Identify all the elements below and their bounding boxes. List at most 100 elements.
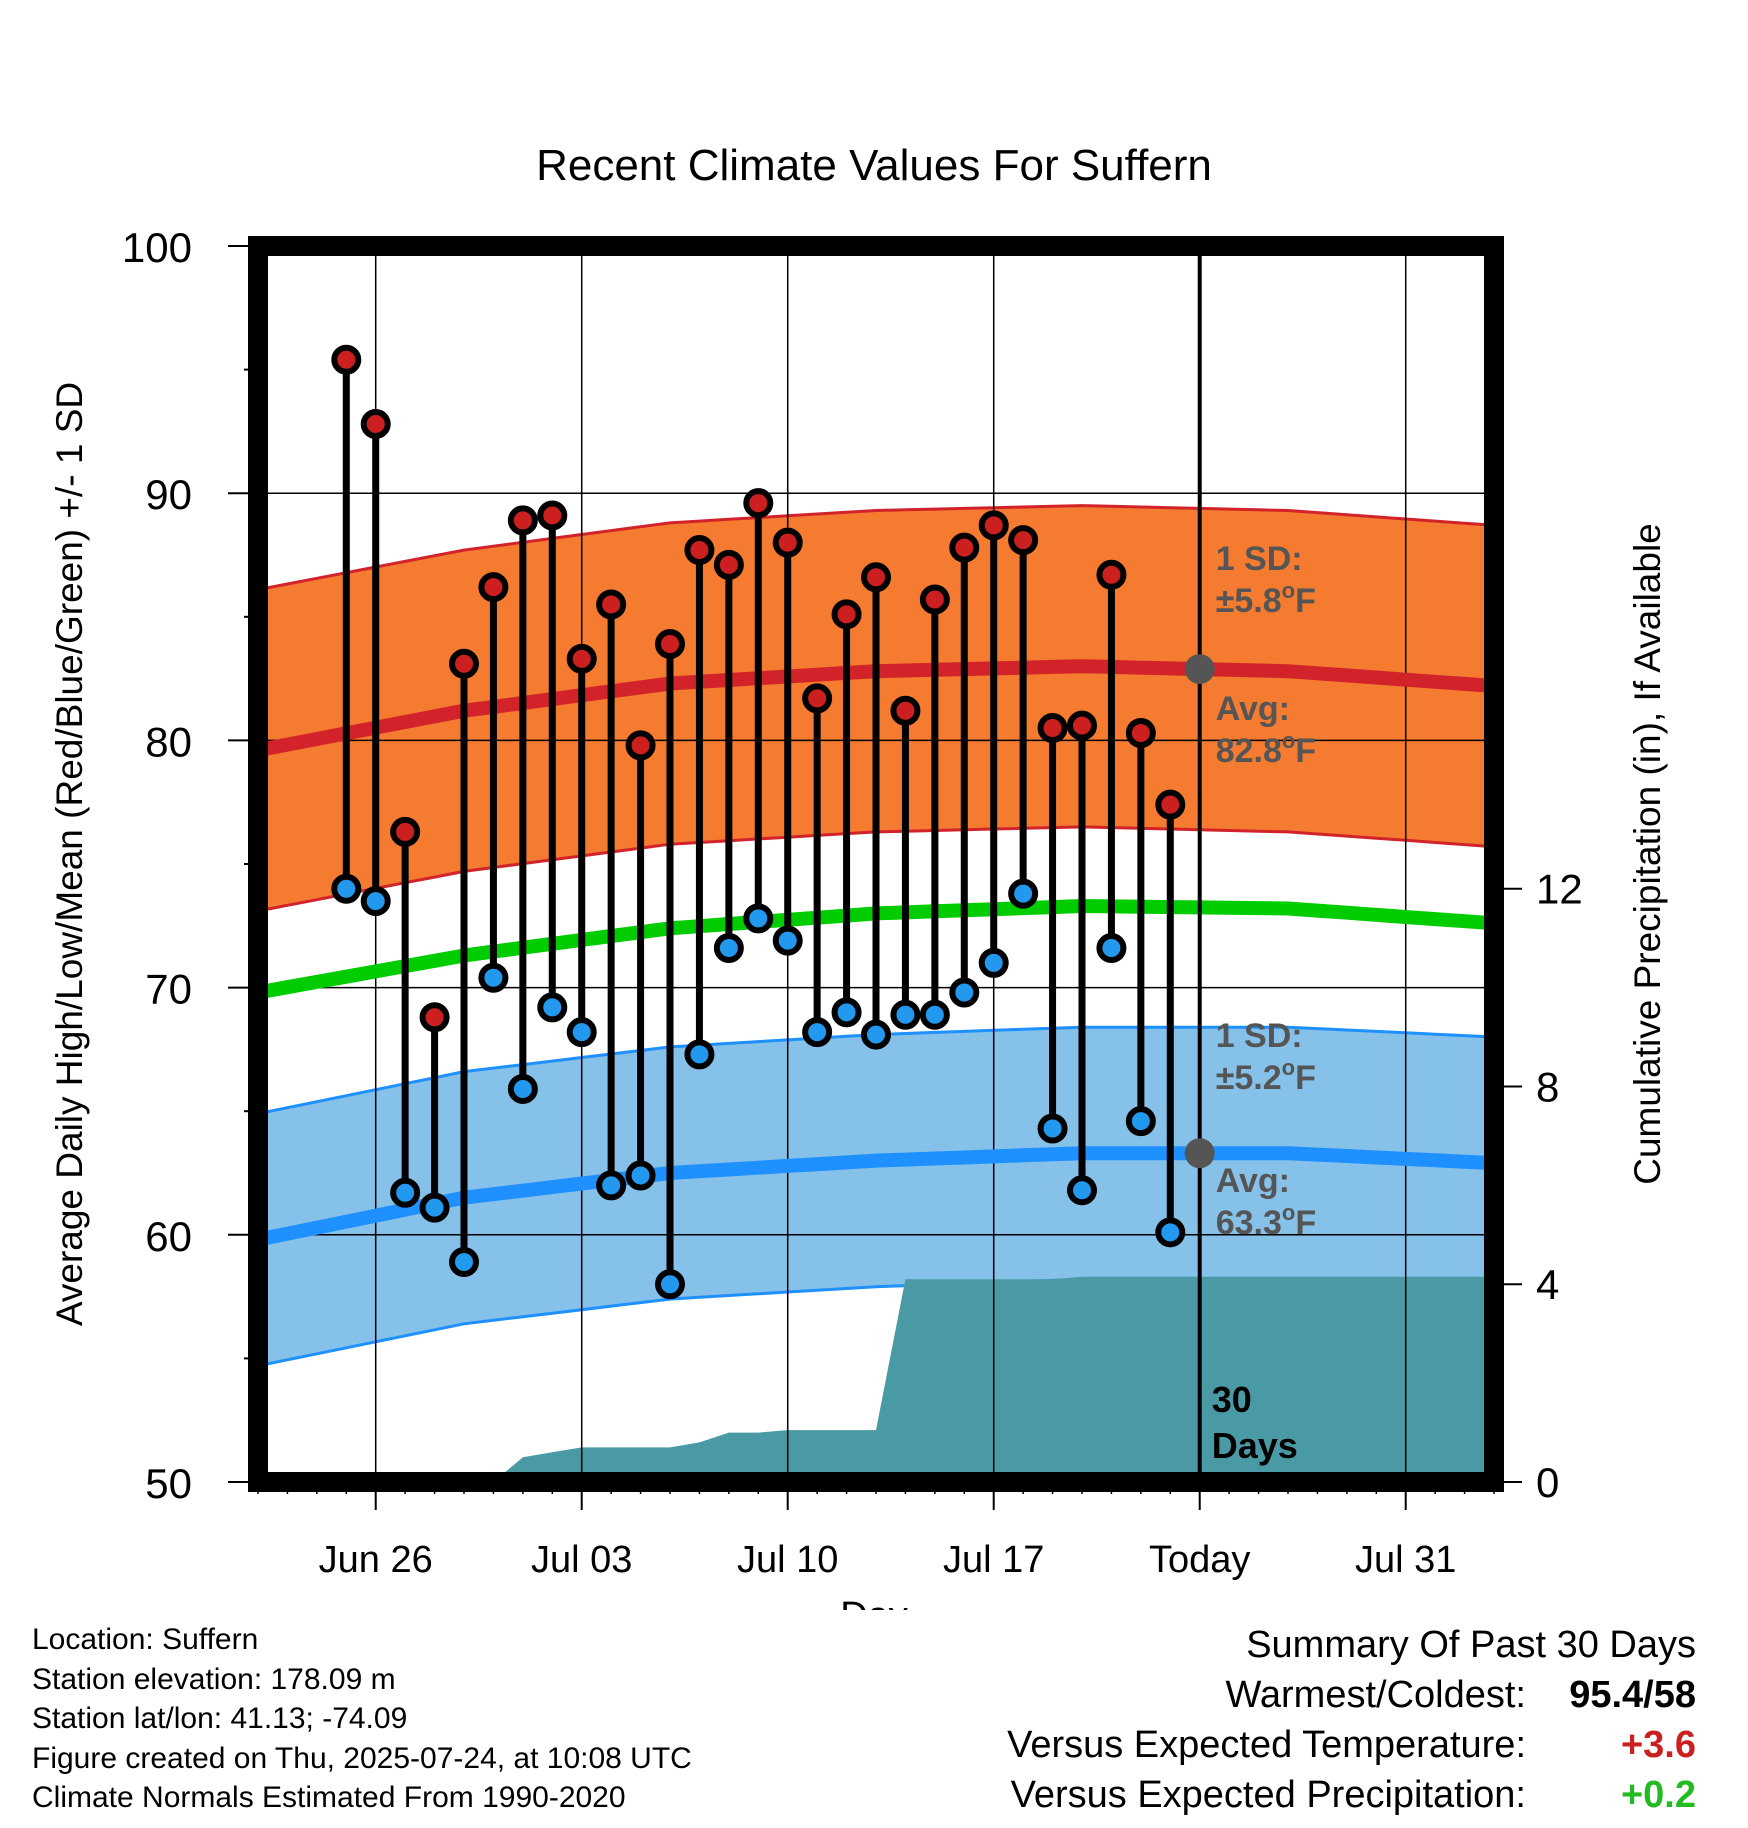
daily-low-point — [1125, 1106, 1156, 1137]
y-tick-label: 100 — [122, 224, 192, 271]
climate-chart: Recent Climate Values For Suffern 1 SD:±… — [49, 141, 1668, 1610]
y-right-tick-label: 4 — [1536, 1261, 1559, 1308]
daily-high-point — [478, 572, 509, 603]
created-text: Figure created on Thu, 2025-07-24, at 10… — [32, 1741, 692, 1775]
daily-low-point — [772, 925, 803, 956]
y-right-tick-label: 8 — [1536, 1063, 1559, 1110]
daily-high-point — [596, 589, 627, 620]
daily-low-point — [1037, 1113, 1068, 1144]
high-band-upper-edge — [258, 504, 1494, 592]
y-right-tick-label: 12 — [1536, 866, 1583, 913]
daily-high-point — [743, 488, 774, 519]
daily-high-point — [1008, 525, 1039, 556]
daily-high-point — [1125, 717, 1156, 748]
daily-high-point — [919, 584, 950, 615]
daily-low-point — [1067, 1175, 1097, 1206]
daily-high-point — [1037, 713, 1068, 744]
daily-low-point — [419, 1192, 450, 1223]
today-avg-low-marker — [1184, 1138, 1215, 1169]
daily-low-point — [360, 886, 391, 917]
daily-high-point — [449, 648, 479, 679]
daily-low-point — [596, 1170, 627, 1201]
daily-high-point — [419, 1002, 450, 1033]
low-sd-value: ±5.2oF — [1216, 1055, 1316, 1097]
high-sd-value: ±5.8oF — [1216, 578, 1316, 620]
x-tick-label: Jul 31 — [1355, 1539, 1456, 1581]
x-tick-label: Jun 26 — [319, 1539, 433, 1581]
precip-value: +0.2 — [1620, 1774, 1696, 1816]
y-right-tick-label: 0 — [1536, 1459, 1559, 1506]
chart-title: Recent Climate Values For Suffern — [536, 141, 1212, 190]
warmest-value: 95.4/58 — [1569, 1674, 1696, 1716]
daily-high-point — [684, 535, 715, 566]
summary-warmest-row: Warmest/Coldest: 95.4/58 — [1007, 1670, 1696, 1720]
daily-high-point — [978, 510, 1009, 541]
y-tick-label: 80 — [145, 718, 192, 765]
today-avg-high-marker — [1184, 654, 1215, 685]
daily-low-point — [949, 977, 980, 1008]
daily-high-point — [802, 683, 833, 714]
x-tick-label: Jul 17 — [943, 1539, 1044, 1581]
daily-high-point — [625, 730, 656, 761]
low-sd-label: 1 SD: — [1216, 1017, 1303, 1055]
warmest-label: Warmest/Coldest: — [1225, 1674, 1526, 1716]
daily-high-point — [537, 500, 568, 531]
daily-high-point — [566, 643, 597, 674]
daily-low-point — [1096, 933, 1127, 964]
today-window-label: 30 Days — [1212, 1379, 1298, 1466]
daily-high-point — [772, 527, 803, 558]
daily-high-point — [655, 628, 685, 659]
y-axis-title: Average Daily High/Low/Mean (Red/Blue/Gr… — [49, 382, 90, 1326]
daily-high-point — [331, 344, 362, 375]
summary-title: Summary Of Past 30 Days — [1246, 1624, 1696, 1666]
daily-low-point — [655, 1269, 685, 1300]
daily-high-point — [949, 532, 980, 563]
summary-precip-row: Versus Expected Precipitation: +0.2 — [1007, 1770, 1696, 1820]
daily-high-point — [507, 505, 538, 536]
daily-low-point — [861, 1019, 891, 1050]
temp-value: +3.6 — [1620, 1724, 1696, 1766]
x-axis-title: Day — [840, 1595, 908, 1610]
daily-high-point — [390, 816, 421, 847]
elevation-text: Station elevation: 178.09 m — [32, 1662, 396, 1696]
daily-low-point — [449, 1246, 479, 1277]
location-text: Location: Suffern — [32, 1623, 259, 1656]
summary-panel: Summary Of Past 30 Days Warmest/Coldest:… — [1007, 1620, 1696, 1820]
summary-temp-row: Versus Expected Temperature: +3.6 — [1007, 1720, 1696, 1770]
y-tick-label: 90 — [145, 471, 192, 518]
daily-high-point — [1096, 559, 1127, 590]
daily-low-point — [1155, 1217, 1186, 1248]
normals-text: Climate Normals Estimated From 1990-2020 — [32, 1781, 626, 1814]
low-avg-value: 63.3oF — [1216, 1200, 1316, 1242]
high-avg-value: 82.8oF — [1216, 728, 1316, 770]
daily-low-point — [978, 947, 1009, 978]
daily-high-point — [831, 599, 862, 630]
x-tick-label: Jul 03 — [531, 1539, 632, 1581]
daily-high-point — [360, 408, 391, 439]
daily-high-point — [861, 562, 891, 593]
station-info: Location: Suffern Station elevation: 178… — [32, 1620, 692, 1818]
daily-low-point — [831, 997, 862, 1028]
daily-low-point — [625, 1160, 656, 1191]
y-tick-label: 50 — [145, 1460, 192, 1507]
daily-high-point — [890, 695, 921, 726]
daily-low-point — [331, 873, 362, 904]
y-axis-right-title: Cumulative Precipitation (in), If Availa… — [1627, 523, 1668, 1185]
x-tick-label: Today — [1149, 1539, 1250, 1581]
daily-high-point — [713, 549, 744, 580]
daily-low-point — [713, 933, 744, 964]
daily-low-point — [802, 1017, 833, 1048]
daily-low-point — [537, 992, 568, 1023]
high-avg-label: Avg: — [1216, 690, 1290, 728]
daily-low-point — [743, 903, 774, 934]
low-sd-band — [258, 1027, 1494, 1366]
daily-low-point — [566, 1017, 597, 1048]
daily-high-point — [1067, 710, 1097, 741]
x-tick-label: Jul 10 — [737, 1539, 838, 1581]
daily-low-point — [478, 962, 509, 993]
daily-low-point — [507, 1073, 538, 1104]
daily-low-point — [1008, 878, 1039, 909]
daily-low-point — [684, 1039, 715, 1070]
